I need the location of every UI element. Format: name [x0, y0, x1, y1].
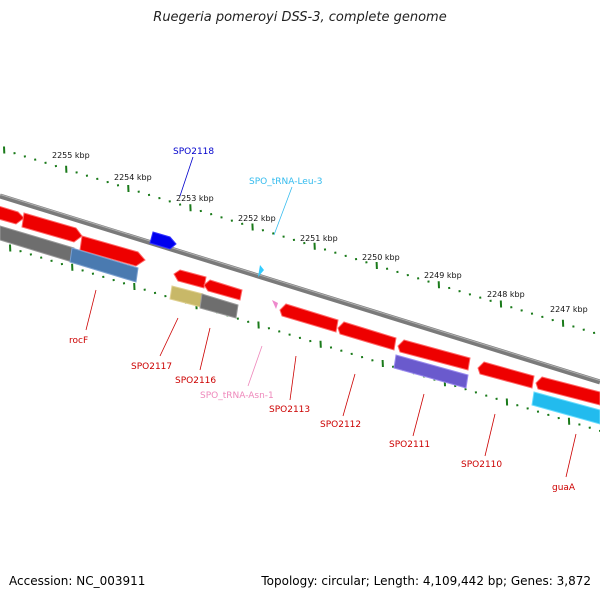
genome-backbone — [0, 193, 600, 385]
gene-arrow[interactable] — [21, 212, 83, 243]
kbp-label: 2251 kbp — [300, 234, 338, 243]
gene-label-trna-asn[interactable]: SPO_tRNA-Asn-1 — [200, 391, 274, 401]
genome-backbone-highlight — [0, 194, 600, 381]
gene-guaA[interactable] — [531, 391, 600, 425]
kbp-label: 2248 kbp — [487, 290, 525, 299]
gene-label-rocf[interactable]: rocF — [69, 336, 88, 346]
kbp-label: 2253 kbp — [176, 194, 214, 203]
kbp-labels: 2255 kbp 2254 kbp 2253 kbp 2252 kbp 2251… — [52, 151, 588, 314]
kbp-label: 2250 kbp — [362, 253, 400, 262]
outer-tick-track — [3, 146, 596, 335]
gene-label-spo2112[interactable]: SPO2112 — [320, 420, 361, 430]
gene-label-spo2118[interactable]: SPO2118 — [173, 147, 214, 157]
gene-spo2113[interactable] — [279, 303, 339, 333]
map-title: Ruegeria pomeroyi DSS-3, complete genome — [153, 10, 447, 25]
gene-label-spo2116[interactable]: SPO2116 — [175, 376, 216, 386]
inner-tick-track — [9, 244, 600, 433]
gene-label-guaa[interactable]: guaA — [552, 483, 576, 493]
gene-rocF[interactable] — [69, 247, 139, 283]
kbp-label: 2247 kbp — [550, 305, 588, 314]
gene-label-spo2111[interactable]: SPO2111 — [389, 440, 430, 450]
forward-strand-genes — [0, 205, 264, 277]
gene-arrow[interactable] — [79, 235, 146, 267]
gene-label-spo2110[interactable]: SPO2110 — [461, 460, 502, 470]
gene-labels: SPO2118 SPO_tRNA-Leu-3 rocF SPO2117 SPO2… — [69, 147, 576, 493]
gene-spo2110[interactable] — [477, 361, 535, 389]
kbp-label: 2249 kbp — [424, 271, 462, 280]
trna-arrow-asn[interactable] — [272, 300, 278, 309]
leader-lines — [85, 156, 577, 478]
gene-spo2111[interactable] — [393, 354, 469, 389]
reverse-strand-genes — [0, 225, 600, 425]
gene-arrow[interactable] — [0, 205, 25, 225]
gene-arrow[interactable] — [397, 339, 471, 371]
gene-spo2112[interactable] — [337, 321, 397, 351]
kbp-label: 2254 kbp — [114, 173, 152, 182]
gene-label-spo2113[interactable]: SPO2113 — [269, 405, 310, 415]
gene-spo2117[interactable] — [173, 269, 207, 289]
gene-arrow-spo2118[interactable] — [149, 231, 177, 250]
gene-label-spo2117[interactable]: SPO2117 — [131, 362, 172, 372]
gene-arrow[interactable] — [535, 376, 600, 406]
trna-arrow-leu[interactable] — [258, 265, 264, 277]
gene-arrow[interactable] — [203, 279, 243, 301]
gene-label-trna-leu[interactable]: SPO_tRNA-Leu-3 — [249, 177, 323, 187]
accession-text: Accession: NC_003911 — [9, 574, 146, 588]
topology-text: Topology: circular; Length: 4,109,442 bp… — [261, 574, 591, 588]
kbp-label: 2255 kbp — [52, 151, 90, 160]
kbp-label: 2252 kbp — [238, 214, 276, 223]
gene-spo2116[interactable] — [199, 293, 239, 319]
gene-spo2116-khaki[interactable] — [169, 285, 204, 308]
